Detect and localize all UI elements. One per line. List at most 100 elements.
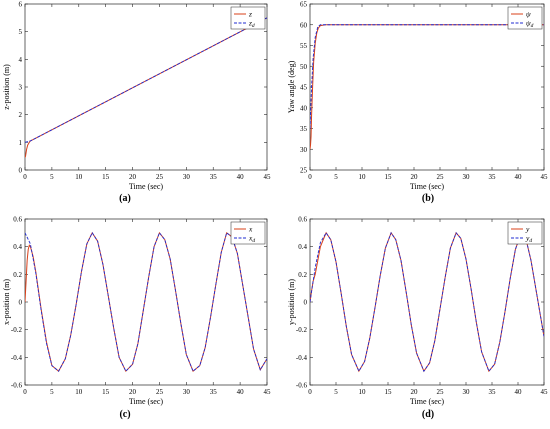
x-tick-label: 40 bbox=[515, 173, 523, 181]
x-tick-label: 10 bbox=[75, 173, 83, 181]
y-tick-label: 65 bbox=[300, 1, 308, 9]
x-tick-label: 40 bbox=[237, 388, 245, 396]
x-tick-label: 35 bbox=[210, 388, 218, 396]
x-tick-label: 15 bbox=[102, 388, 110, 396]
y-axis-label: x-position (m) bbox=[2, 279, 11, 325]
panel-caption: (c) bbox=[119, 409, 130, 420]
x-tick-label: 35 bbox=[489, 173, 497, 181]
legend-label-psi: ψ bbox=[526, 10, 531, 19]
y-tick-label: 3 bbox=[19, 84, 23, 92]
y-tick-label: 0.2 bbox=[13, 271, 22, 279]
x-tick-label: 25 bbox=[437, 388, 445, 396]
y-tick-label: 6 bbox=[19, 1, 23, 9]
x-tick-label: 20 bbox=[411, 388, 419, 396]
series-line-y_d bbox=[310, 231, 544, 373]
panel-caption: (b) bbox=[422, 193, 434, 204]
y-axis-label: Yaw angle (deg) bbox=[287, 60, 296, 113]
x-tick-label: 15 bbox=[385, 388, 393, 396]
chart-panel-b: 0 5 10 15 20 25 30 35 40 45 25 30 35 40 45 50 55 60 65 Time… bbox=[287, 1, 548, 205]
legend-label-psi_d: ψd bbox=[526, 19, 534, 30]
panel-caption: (a) bbox=[119, 193, 131, 204]
legend-label-y: y bbox=[525, 225, 530, 234]
x-tick-label: 0 bbox=[23, 388, 27, 396]
legend: xxd bbox=[230, 221, 266, 245]
panel-caption: (d) bbox=[422, 409, 434, 420]
x-tick-label: 20 bbox=[129, 388, 137, 396]
y-tick-label: 1 bbox=[19, 139, 23, 147]
x-tick-label: 5 bbox=[334, 388, 338, 396]
x-tick-label: 25 bbox=[437, 173, 445, 181]
legend-box bbox=[230, 6, 266, 30]
series-line-psi bbox=[310, 24, 544, 150]
x-tick-label: 40 bbox=[515, 388, 523, 396]
y-tick-label: 30 bbox=[300, 146, 308, 154]
chart-panel-c: 0 5 10 15 20 25 30 35 40 45 -0.6 -0.4 -0.2 0 0.2 0.4 0.6… bbox=[2, 216, 271, 421]
x-tick-label: 45 bbox=[264, 388, 272, 396]
x-axis-label: Time (sec) bbox=[129, 182, 163, 191]
y-tick-label: 55 bbox=[300, 42, 308, 50]
y-tick-label: 0.6 bbox=[298, 216, 307, 224]
y-tick-label: 0 bbox=[304, 299, 308, 307]
y-tick-label: 40 bbox=[300, 104, 308, 112]
x-tick-label: 35 bbox=[489, 388, 497, 396]
y-tick-label: 0.6 bbox=[13, 216, 22, 224]
x-tick-label: 20 bbox=[411, 173, 419, 181]
legend-box bbox=[230, 221, 266, 245]
x-tick-label: 25 bbox=[156, 388, 164, 396]
plot-area-box bbox=[309, 218, 545, 386]
x-tick-label: 45 bbox=[264, 173, 272, 181]
x-axis-label: Time (sec) bbox=[410, 182, 444, 191]
x-tick-label: 0 bbox=[308, 173, 312, 181]
x-tick-label: 5 bbox=[50, 388, 54, 396]
series-line-psi_d bbox=[310, 24, 544, 129]
legend: zzd bbox=[230, 6, 266, 30]
plot-area-box bbox=[24, 3, 268, 171]
x-tick-label: 30 bbox=[463, 388, 471, 396]
y-tick-label: -0.2 bbox=[11, 326, 23, 334]
y-tick-label: 0.2 bbox=[298, 271, 307, 279]
y-tick-label: 2 bbox=[19, 111, 23, 119]
x-tick-label: 5 bbox=[334, 173, 338, 181]
y-tick-label: -0.4 bbox=[296, 354, 308, 362]
y-tick-label: -0.6 bbox=[296, 382, 308, 390]
y-tick-label: 4 bbox=[19, 56, 23, 64]
x-tick-label: 45 bbox=[541, 388, 549, 396]
x-tick-label: 30 bbox=[463, 173, 471, 181]
y-tick-label: 60 bbox=[300, 21, 308, 29]
y-tick-label: 0.4 bbox=[13, 243, 22, 251]
x-tick-label: 25 bbox=[156, 173, 164, 181]
y-tick-label: 0 bbox=[19, 299, 23, 307]
legend-label-x_d: xd bbox=[248, 234, 255, 245]
x-axis-label: Time (sec) bbox=[410, 397, 444, 406]
x-tick-label: 30 bbox=[183, 388, 191, 396]
legend-label-x: x bbox=[248, 225, 253, 234]
y-tick-label: 5 bbox=[19, 28, 23, 36]
x-tick-label: 45 bbox=[541, 173, 549, 181]
x-tick-label: 5 bbox=[50, 173, 54, 181]
legend-box bbox=[507, 221, 543, 245]
plot-area-box bbox=[309, 3, 545, 171]
y-tick-label: 25 bbox=[300, 167, 308, 175]
series-line-z_d bbox=[25, 17, 267, 143]
legend: yyd bbox=[507, 221, 543, 245]
legend: ψψd bbox=[507, 6, 543, 30]
x-tick-label: 40 bbox=[237, 173, 245, 181]
x-tick-label: 30 bbox=[183, 173, 191, 181]
y-axis-label: z-position (m) bbox=[2, 64, 11, 110]
y-axis-label: y-position (m) bbox=[287, 279, 296, 325]
x-tick-label: 35 bbox=[210, 173, 218, 181]
y-tick-label: 0 bbox=[19, 167, 23, 175]
plot-area-box bbox=[24, 218, 268, 386]
x-tick-label: 10 bbox=[359, 388, 367, 396]
x-tick-label: 0 bbox=[23, 173, 27, 181]
y-tick-label: -0.4 bbox=[11, 354, 23, 362]
chart-panel-d: 0 5 10 15 20 25 30 35 40 45 -0.6 -0.4 -0.2 0 0.2 0.4 0.6… bbox=[287, 216, 548, 421]
x-tick-label: 15 bbox=[102, 173, 110, 181]
y-tick-label: -0.6 bbox=[11, 382, 23, 390]
legend-label-y_d: yd bbox=[525, 234, 532, 245]
legend-label-z_d: zd bbox=[248, 19, 255, 30]
legend-box bbox=[507, 6, 543, 30]
x-tick-label: 10 bbox=[359, 173, 367, 181]
x-tick-label: 20 bbox=[129, 173, 137, 181]
